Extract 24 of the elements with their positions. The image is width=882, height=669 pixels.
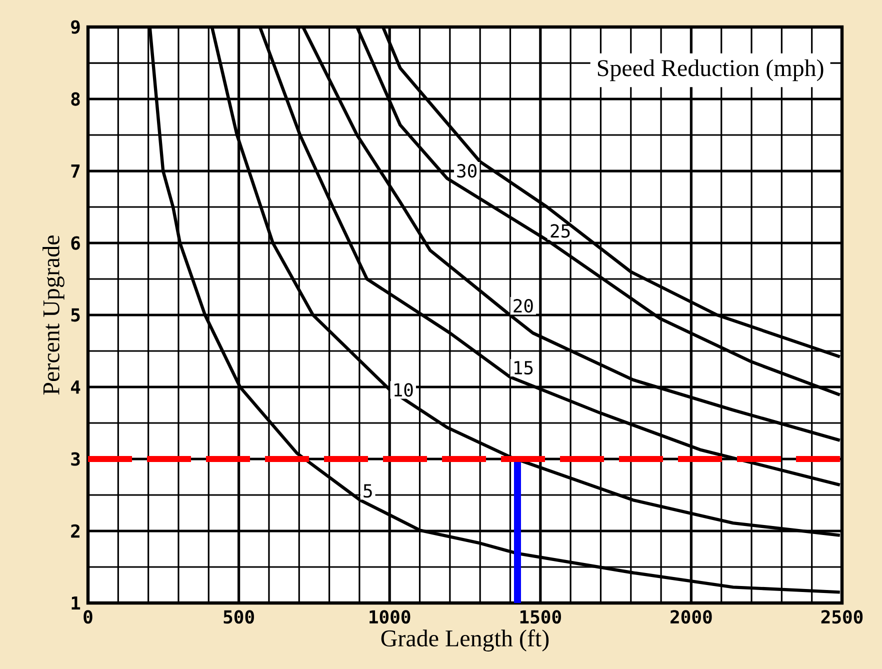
annotation: Speed Reduction (mph) [598,59,824,82]
y-tick-label: 9 [71,20,80,34]
series-label: 20 [514,298,533,313]
y-tick-label: 1 [72,596,80,610]
y-tick-label: 3 [71,452,80,466]
x-axis-title: Grade Length (ft) [381,629,549,652]
series-label: 5 [364,484,372,498]
y-tick-label: 2 [71,524,80,538]
y-tick-label: 6 [71,236,80,250]
y-tick-label: 4 [71,380,80,394]
x-tick-label: 0 [84,610,92,624]
x-tick-label: 2500 [821,610,863,624]
y-tick-label: 7 [71,164,80,178]
x-tick-label: 1500 [520,610,561,624]
x-tick-label: 2000 [670,610,712,624]
x-tick-label: 500 [224,610,254,624]
series-label: 25 [550,224,570,238]
series-label: 15 [514,361,533,375]
series-label: 10 [394,383,413,397]
y-tick-label: 8 [71,92,80,106]
series-label: 30 [457,164,477,178]
y-tick-label: 5 [71,308,80,322]
x-tick-label: 1000 [370,610,410,624]
y-axis-title: Percent Upgrade [42,236,64,395]
